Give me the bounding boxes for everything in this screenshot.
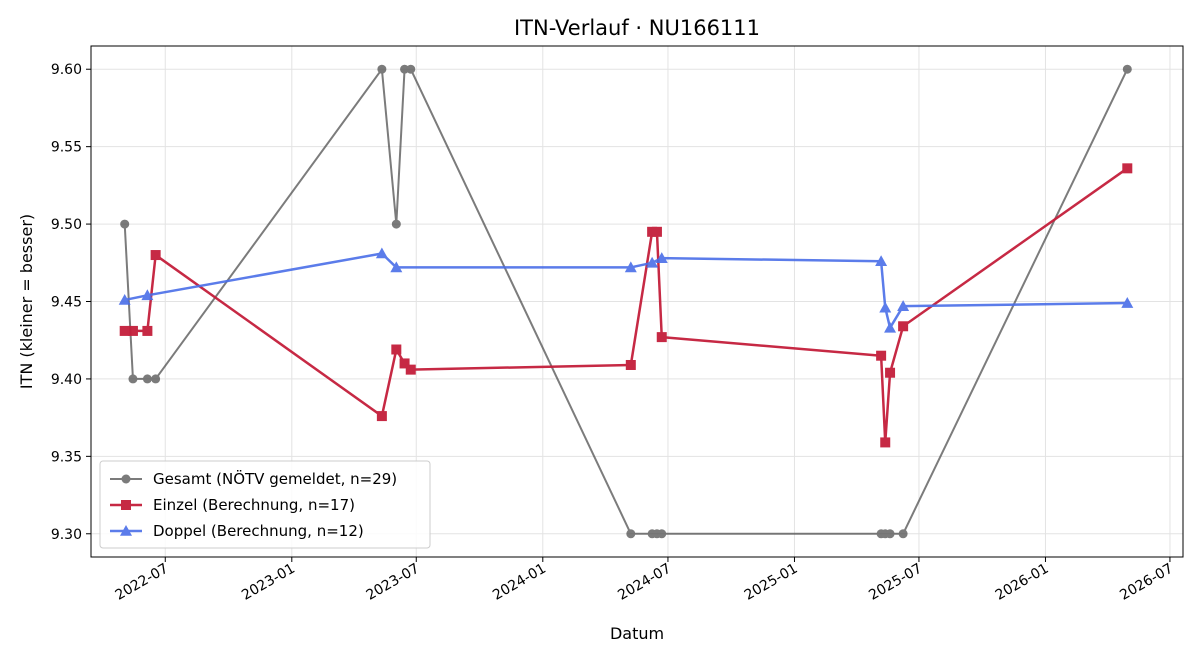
data-point: [879, 301, 892, 313]
series-layer: [118, 64, 1134, 539]
data-point: [885, 529, 895, 539]
x-axis: 2022-07 2023-01 2023-07 2024-01 2024-07 2025-…: [113, 557, 1176, 604]
data-point: [625, 359, 636, 370]
y-tick-label: 9.50: [51, 217, 82, 233]
x-tick-label: 2023-01: [239, 561, 298, 604]
data-point: [406, 64, 416, 74]
data-point: [120, 219, 130, 229]
data-point: [391, 344, 402, 355]
data-point: [876, 350, 887, 361]
data-point: [884, 321, 897, 333]
legend-label: Doppel (Berechnung, n=12): [153, 522, 364, 540]
data-point: [400, 64, 410, 74]
data-point: [1121, 297, 1134, 308]
y-tick-label: 9.45: [51, 295, 82, 311]
legend-label: Einzel (Berechnung, n=17): [153, 496, 355, 514]
x-tick-label: 2024-07: [615, 561, 674, 604]
legend-marker: [121, 474, 131, 484]
x-axis-label: Datum: [610, 624, 664, 643]
data-point: [375, 247, 388, 259]
series-triangle: [118, 247, 1134, 333]
legend-box: [99, 460, 431, 549]
x-tick-label: 2025-07: [866, 561, 925, 604]
data-point: [885, 367, 896, 378]
x-tick-label: 2022-07: [113, 561, 172, 604]
data-point: [897, 300, 910, 311]
legend-label: Gesamt (NÖTV gemeldet, n=29): [153, 469, 397, 488]
data-point: [1122, 64, 1132, 74]
data-point: [399, 358, 410, 369]
legend: Gesamt (NÖTV gemeldet, n=29) Einzel (Bere…: [99, 460, 431, 549]
x-tick-label: 2026-01: [993, 561, 1052, 604]
data-point: [898, 321, 909, 332]
data-point: [624, 261, 637, 273]
legend-entry: [110, 500, 142, 510]
legend-marker: [121, 500, 131, 510]
legend-entry: [110, 525, 142, 536]
series-circle: [120, 64, 1132, 539]
x-tick-label: 2023-07: [364, 561, 423, 604]
legend-marker: [120, 525, 132, 536]
data-point: [651, 226, 662, 237]
data-point: [128, 374, 138, 384]
data-point: [880, 437, 891, 448]
data-point: [1122, 163, 1133, 174]
x-tick-label: 2025-01: [742, 561, 801, 604]
data-point: [376, 411, 387, 422]
y-axis-label: ITN (kleiner = besser): [17, 214, 36, 389]
data-point: [898, 529, 908, 539]
data-point: [626, 529, 636, 539]
data-point: [142, 374, 152, 384]
series-line: [124, 252, 1128, 330]
data-point: [141, 289, 154, 301]
legend-entry: [110, 474, 142, 484]
y-tick-label: 9.30: [51, 527, 82, 543]
data-point: [390, 261, 403, 273]
data-point: [118, 293, 131, 305]
data-point: [655, 252, 668, 263]
y-tick-label: 9.55: [51, 140, 82, 156]
data-point: [150, 250, 161, 261]
data-point: [151, 374, 161, 384]
data-point: [391, 219, 401, 229]
data-point: [656, 332, 667, 343]
chart-title: ITN-Verlauf · NU166111: [514, 16, 760, 40]
x-tick-label: 2024-01: [490, 561, 549, 604]
x-tick-label: 2026-07: [1117, 561, 1176, 604]
series-square: [119, 163, 1133, 448]
data-point: [377, 64, 387, 74]
grid-lines: [91, 46, 1183, 557]
y-axis: 9.30 9.35 9.40 9.45 9.50 9.55 9.60: [51, 62, 91, 543]
data-point: [875, 255, 888, 267]
data-point: [142, 325, 153, 336]
data-point: [646, 256, 659, 268]
y-tick-label: 9.60: [51, 62, 82, 78]
y-tick-label: 9.35: [51, 449, 82, 465]
data-point: [119, 325, 130, 336]
data-point: [405, 364, 416, 375]
data-point: [657, 529, 667, 539]
y-tick-label: 9.40: [51, 372, 82, 388]
data-point: [127, 325, 138, 336]
